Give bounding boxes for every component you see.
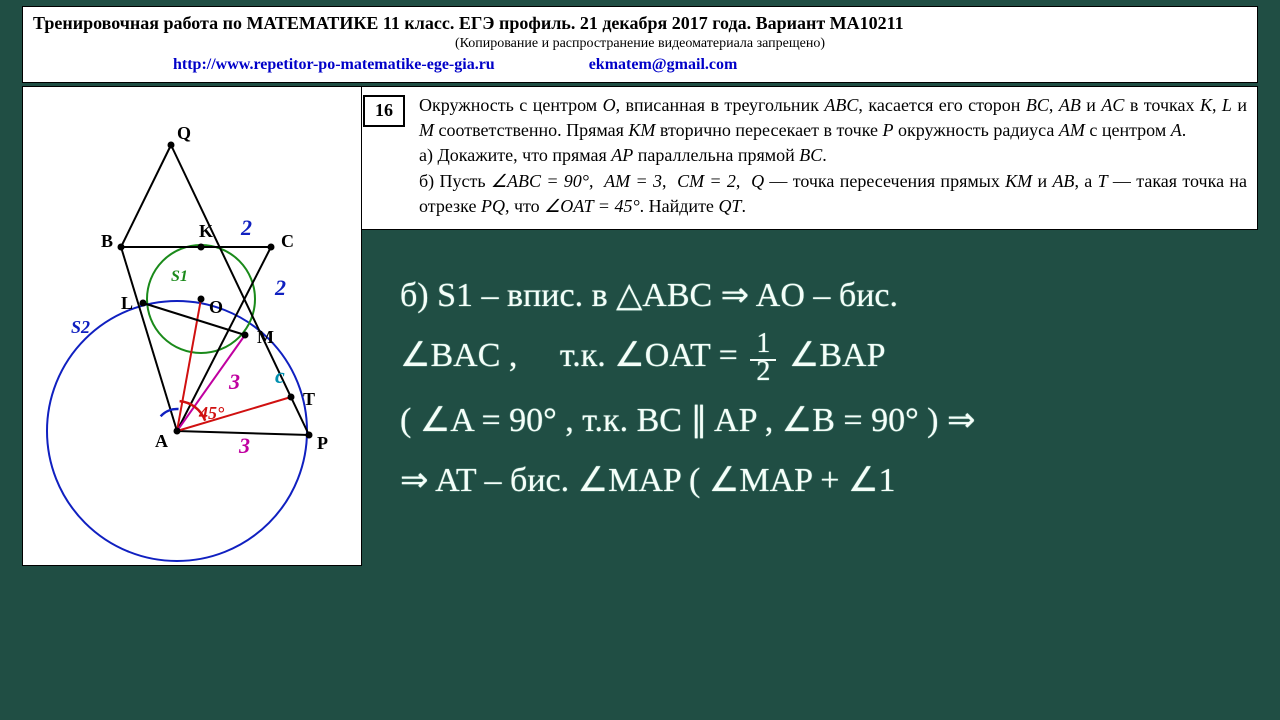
- pt: , вписанная в треугольник: [616, 95, 825, 115]
- chalk-text: ∠BAP: [789, 337, 886, 374]
- var: QT: [718, 196, 741, 216]
- var: Q: [751, 171, 764, 191]
- svg-text:P: P: [317, 433, 328, 453]
- svg-text:A: A: [155, 431, 168, 451]
- var: KM: [628, 120, 655, 140]
- pt: параллельна прямой: [633, 145, 799, 165]
- header-email[interactable]: ekmatem@gmail.com: [589, 56, 738, 73]
- frac-den: 2: [750, 356, 776, 387]
- var: BC: [799, 145, 822, 165]
- pt: соответственно. Прямая: [434, 120, 628, 140]
- pt: с центром: [1085, 120, 1171, 140]
- var: T: [1098, 171, 1108, 191]
- problem-number: 16: [363, 95, 405, 127]
- svg-text:2: 2: [274, 275, 286, 300]
- eq: CM = 2: [677, 171, 736, 191]
- chalk-text: ( ∠A = 90° , т.к. BC ∥ AP , ∠B = 90° ) ⇒: [400, 402, 976, 439]
- var: AB: [1052, 171, 1074, 191]
- header-title: Тренировочная работа по МАТЕМАТИКЕ 11 кл…: [33, 13, 1247, 34]
- chalk-line-4: ⇒ AT – бис. ∠MAP ( ∠MAP + ∠1: [400, 455, 1260, 508]
- svg-text:2: 2: [240, 215, 252, 240]
- var: BC: [1026, 95, 1049, 115]
- chalk-text: ∠BAC ,: [400, 337, 517, 374]
- var: PQ: [481, 196, 505, 216]
- var: P: [882, 120, 893, 140]
- fraction: 1 2: [750, 330, 776, 386]
- eq: AM = 3: [604, 171, 662, 191]
- var: AC: [1101, 95, 1124, 115]
- svg-text:3: 3: [228, 369, 240, 394]
- svg-text:S1: S1: [171, 268, 188, 285]
- var-O: O: [603, 95, 616, 115]
- eq: ∠OAT = 45°: [544, 196, 640, 216]
- pt: и: [1032, 171, 1052, 191]
- svg-text:B: B: [101, 231, 113, 251]
- var: L: [1222, 95, 1232, 115]
- header-box: Тренировочная работа по МАТЕМАТИКЕ 11 кл…: [22, 6, 1258, 83]
- header-links: http://www.repetitor-po-matematike-ege-g…: [33, 56, 1247, 74]
- svg-text:O: O: [209, 297, 223, 317]
- var: AB: [1059, 95, 1081, 115]
- var: AP: [611, 145, 633, 165]
- pt: Окружность с центром: [419, 95, 603, 115]
- chalk-line-1: б) S1 – впис. в △ABC ⇒ AO – бис.: [400, 270, 1260, 323]
- chalk-text: т.к. ∠OAT =: [560, 337, 746, 374]
- var: M: [419, 120, 434, 140]
- svg-text:3: 3: [238, 433, 250, 458]
- svg-text:45°: 45°: [198, 403, 225, 423]
- pt: окружность радиуса: [893, 120, 1058, 140]
- svg-text:Q: Q: [177, 123, 191, 143]
- var: A: [1171, 120, 1182, 140]
- svg-text:M: M: [257, 327, 274, 347]
- svg-text:c: c: [275, 363, 285, 388]
- chalk-line-3: ( ∠A = 90° , т.к. BC ∥ AP , ∠B = 90° ) ⇒: [400, 395, 1260, 448]
- header-url[interactable]: http://www.repetitor-po-matematike-ege-g…: [173, 56, 495, 73]
- pt: , а: [1074, 171, 1097, 191]
- svg-text:T: T: [303, 389, 315, 409]
- var: KM: [1005, 171, 1032, 191]
- chalk-text: б) S1 – впис. в △ABC ⇒ AO – бис.: [400, 277, 898, 314]
- pt: , что: [505, 196, 544, 216]
- problem-text: Окружность с центром O, вписанная в треу…: [419, 93, 1247, 219]
- header-subtitle: (Копирование и распространение видеомате…: [33, 36, 1247, 52]
- eq: ∠ABC = 90°: [491, 171, 589, 191]
- svg-text:L: L: [121, 293, 133, 313]
- figure-box: S2S1ABCKLMOPQT223345°c: [22, 86, 362, 566]
- pt: . Найдите: [640, 196, 719, 216]
- pt: б) Пусть: [419, 171, 491, 191]
- pt: в точках: [1124, 95, 1200, 115]
- svg-text:C: C: [281, 231, 294, 251]
- pt: — точка пересечения прямых: [764, 171, 1005, 191]
- chalk-line-2: ∠BAC , т.к. ∠OAT = 1 2 ∠BAP: [400, 330, 1260, 386]
- pt: а) Докажите, что прямая: [419, 145, 611, 165]
- figure-svg: S2S1ABCKLMOPQT223345°c: [23, 87, 361, 565]
- pt: вторично пересекает в точке: [660, 120, 883, 140]
- var: K: [1200, 95, 1212, 115]
- pt: , касается его сторон: [858, 95, 1025, 115]
- svg-text:S2: S2: [71, 317, 90, 337]
- chalk-text: ⇒ AT – бис. ∠MAP ( ∠MAP + ∠1: [400, 462, 895, 499]
- var: AM: [1059, 120, 1085, 140]
- svg-text:K: K: [199, 221, 213, 241]
